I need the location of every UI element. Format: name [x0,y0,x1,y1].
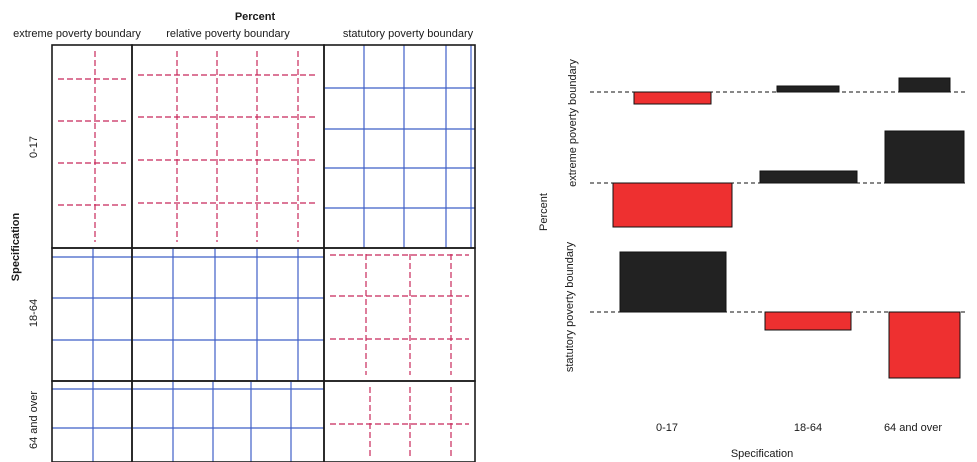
mosaic-row-label: 64 and over [28,391,40,449]
bar [888,311,961,379]
mosaic-y-axis-label: Specification [10,212,22,281]
mosaic-row-label: 18-64 [28,299,40,327]
mosaic-cell [51,247,133,382]
mosaic-title: Percent [235,11,276,23]
bar [776,85,840,93]
bar-chart: Percent Specification extreme poverty bo… [538,59,965,460]
bar-x-axis-label: Specification [731,448,793,460]
mosaic-cell-border [51,380,133,462]
bar-panel-label: extreme poverty boundary [567,59,579,187]
bar-category-label: 64 and over [884,422,942,434]
mosaic-column-label: extreme poverty boundary [13,28,141,40]
mosaic-cell-border [51,44,133,249]
bar [619,251,727,313]
mosaic-cell-border [51,247,133,382]
bar-panel-label: statutory poverty boundary [564,241,576,372]
bar [759,170,858,184]
bar-category-label: 0-17 [656,422,678,434]
mosaic-cell-border [323,380,476,462]
mosaic-row-label: 0-17 [28,136,40,158]
bar [633,91,712,105]
mosaic-cell [51,44,133,249]
mosaic-cell [323,44,476,249]
mosaic-cell [323,380,476,462]
mosaic-cell-border [131,380,325,462]
mosaic-column-label: relative poverty boundary [166,28,290,40]
mosaic-cell [51,380,133,462]
mosaic-column-label: statutory poverty boundary [343,28,474,40]
mosaic-cell [131,380,325,462]
mosaic-cell-border [323,44,476,249]
bar-category-label: 18-64 [794,422,822,434]
bar [898,77,951,93]
bar [612,182,733,228]
bar [884,130,965,184]
bar [764,311,852,331]
mosaic-cell [323,247,476,382]
mosaic-cell [131,44,325,249]
mosaic-cell-border [131,247,325,382]
bar-y-axis-label: Percent [538,193,550,231]
mosaic-cell [131,247,325,382]
mosaic-chart: Percent extreme poverty boundary relativ… [10,11,476,462]
mosaic-cell-border [323,247,476,382]
